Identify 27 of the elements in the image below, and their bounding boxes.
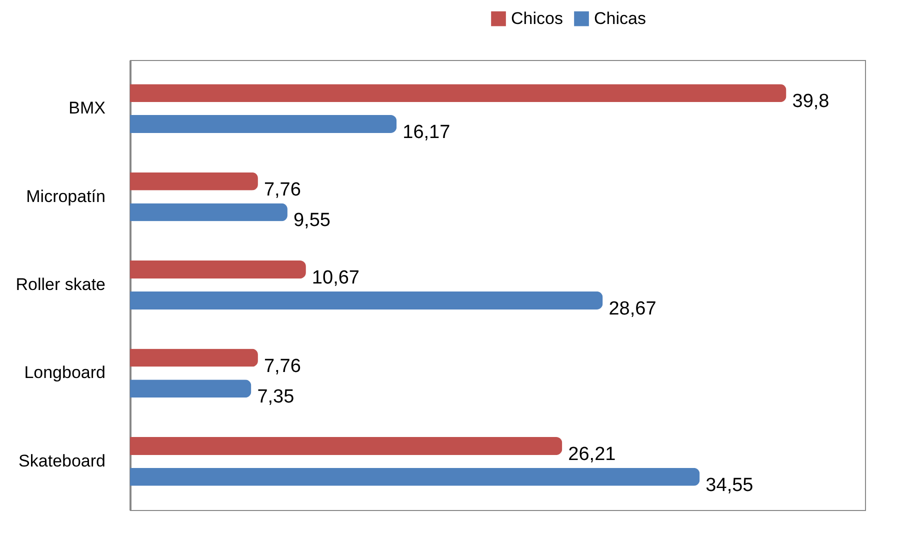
bar: [130, 348, 258, 367]
bar: [130, 380, 252, 398]
data-label: 39,8: [792, 91, 830, 112]
y-tick-label: Skateboard: [18, 451, 106, 470]
bar: [130, 84, 786, 102]
bar: [130, 437, 562, 456]
data-label: 9,55: [293, 210, 330, 232]
y-tick-label: BMX: [68, 98, 106, 118]
bar: [130, 172, 258, 190]
data-label: 7,35: [257, 386, 294, 408]
legend-label: Chicas: [594, 8, 646, 28]
data-label: 10,67: [312, 268, 360, 289]
data-label: 7,76: [264, 356, 301, 377]
data-label: 28,67: [608, 298, 656, 320]
data-label: 7,76: [264, 179, 301, 200]
bar: [130, 114, 397, 133]
y-tick-label: Roller skate: [16, 275, 106, 294]
data-label: 34,55: [706, 474, 754, 496]
y-tick-label: Longboard: [24, 363, 106, 382]
bar: [130, 468, 700, 486]
legend-label: Chicos: [511, 8, 563, 28]
data-label: 16,17: [402, 122, 450, 143]
bar: [130, 260, 306, 279]
bar: [130, 203, 288, 222]
data-label: 26,21: [568, 444, 616, 466]
bar: [130, 291, 603, 310]
y-tick-label: Micropatín: [26, 186, 106, 206]
